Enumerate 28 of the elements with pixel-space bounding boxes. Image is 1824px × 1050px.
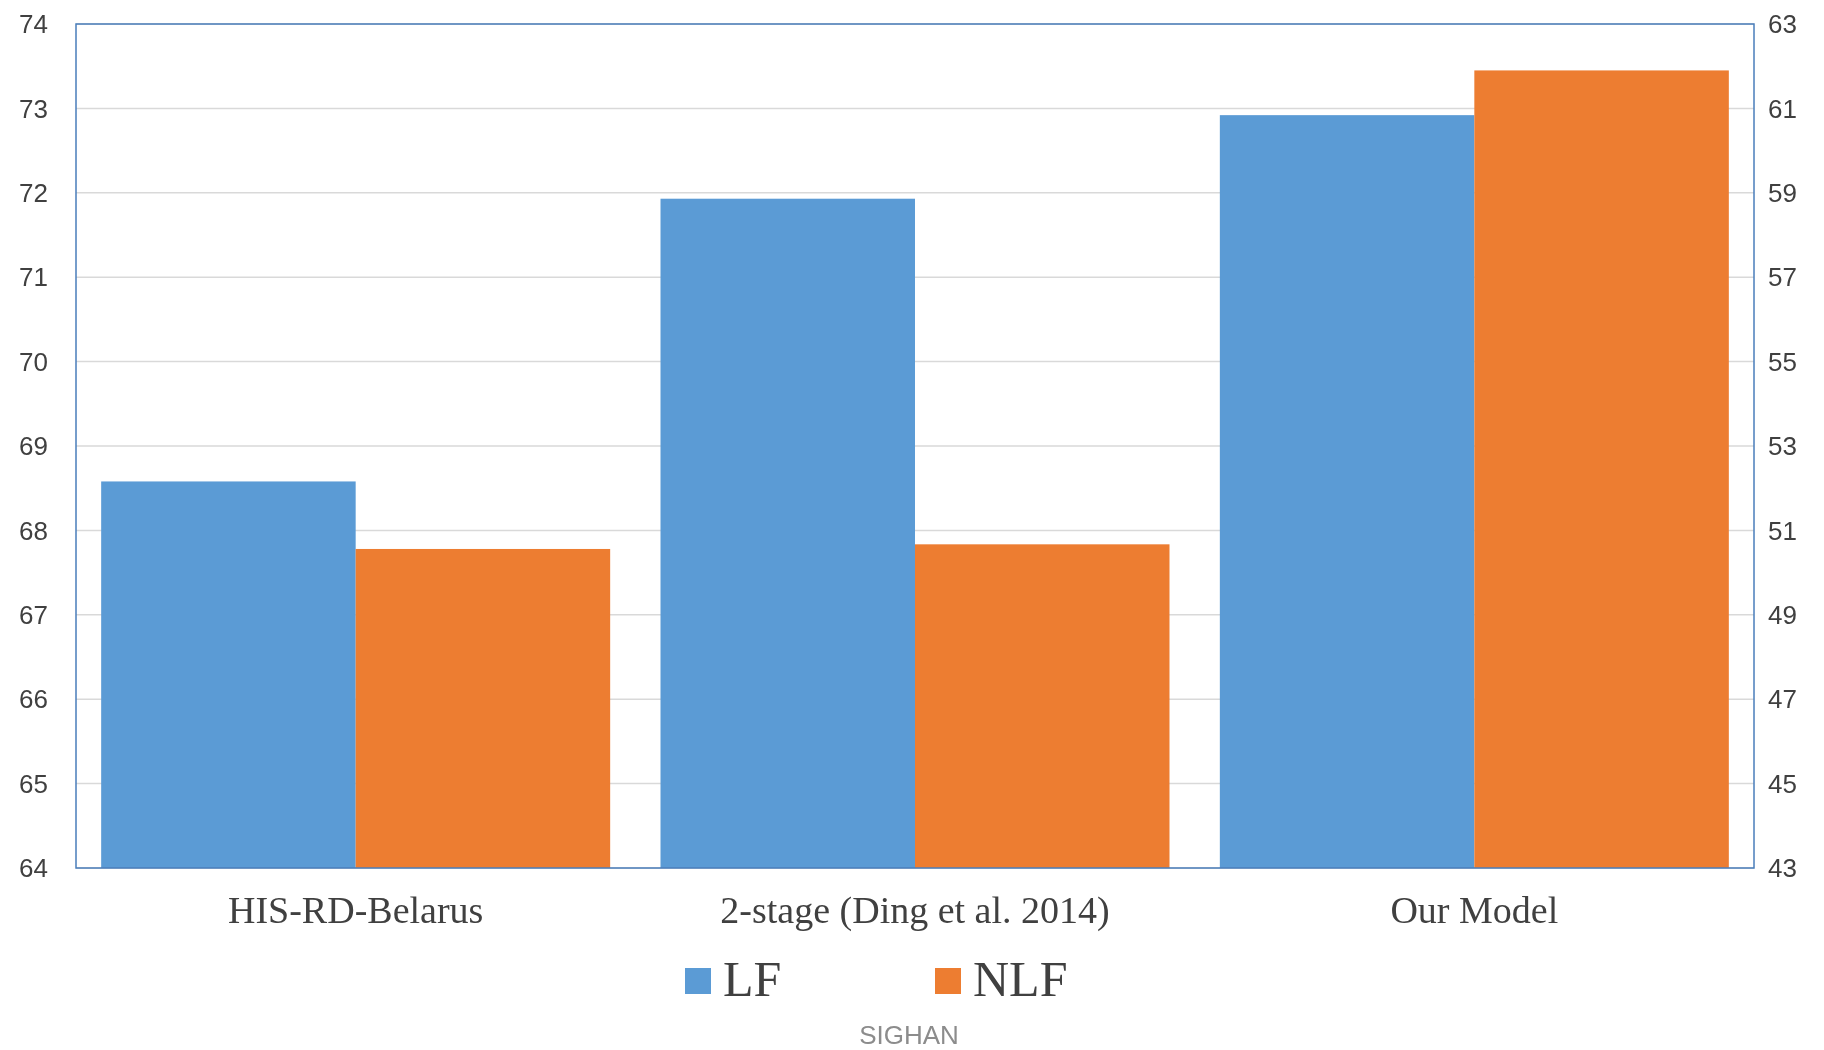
y2-tick-label: 49 xyxy=(1768,599,1797,630)
y-tick-label: 73 xyxy=(19,93,48,124)
y-tick-label: 68 xyxy=(19,515,48,546)
text: SIGHAN xyxy=(859,1020,959,1050)
y-tick-label: 66 xyxy=(19,684,48,715)
y2-tick-label: 63 xyxy=(1768,9,1797,40)
y2-tick-label: 51 xyxy=(1768,515,1797,546)
y-tick-label: 67 xyxy=(19,599,48,630)
y-tick-label: 72 xyxy=(19,177,48,208)
y2-tick-label: 53 xyxy=(1768,431,1797,462)
y-tick-label: 65 xyxy=(19,768,48,799)
y2-tick-label: 59 xyxy=(1768,177,1797,208)
y-tick-label: 70 xyxy=(19,346,48,377)
y-tick-label: 74 xyxy=(19,9,48,40)
y2-tick-label: 45 xyxy=(1768,768,1797,799)
y2-tick-label: 43 xyxy=(1768,853,1797,884)
x-tick-label: 2-stage (Ding et al. 2014) xyxy=(720,889,1110,932)
y-tick-label: 64 xyxy=(19,853,48,884)
y-tick-label: 71 xyxy=(19,262,48,293)
legend-label: LF xyxy=(723,951,782,1007)
legend-label: NLF xyxy=(973,951,1068,1007)
y2-tick-label: 55 xyxy=(1768,346,1797,377)
y2-tick-label: 61 xyxy=(1768,93,1797,124)
x-tick-label: Our Model xyxy=(1390,889,1559,931)
x-tick-label: HIS-RD-Belarus xyxy=(227,889,484,931)
y2-tick-label: 57 xyxy=(1768,262,1797,293)
y-tick-label: 69 xyxy=(19,431,48,462)
y2-tick-label: 47 xyxy=(1768,684,1797,715)
